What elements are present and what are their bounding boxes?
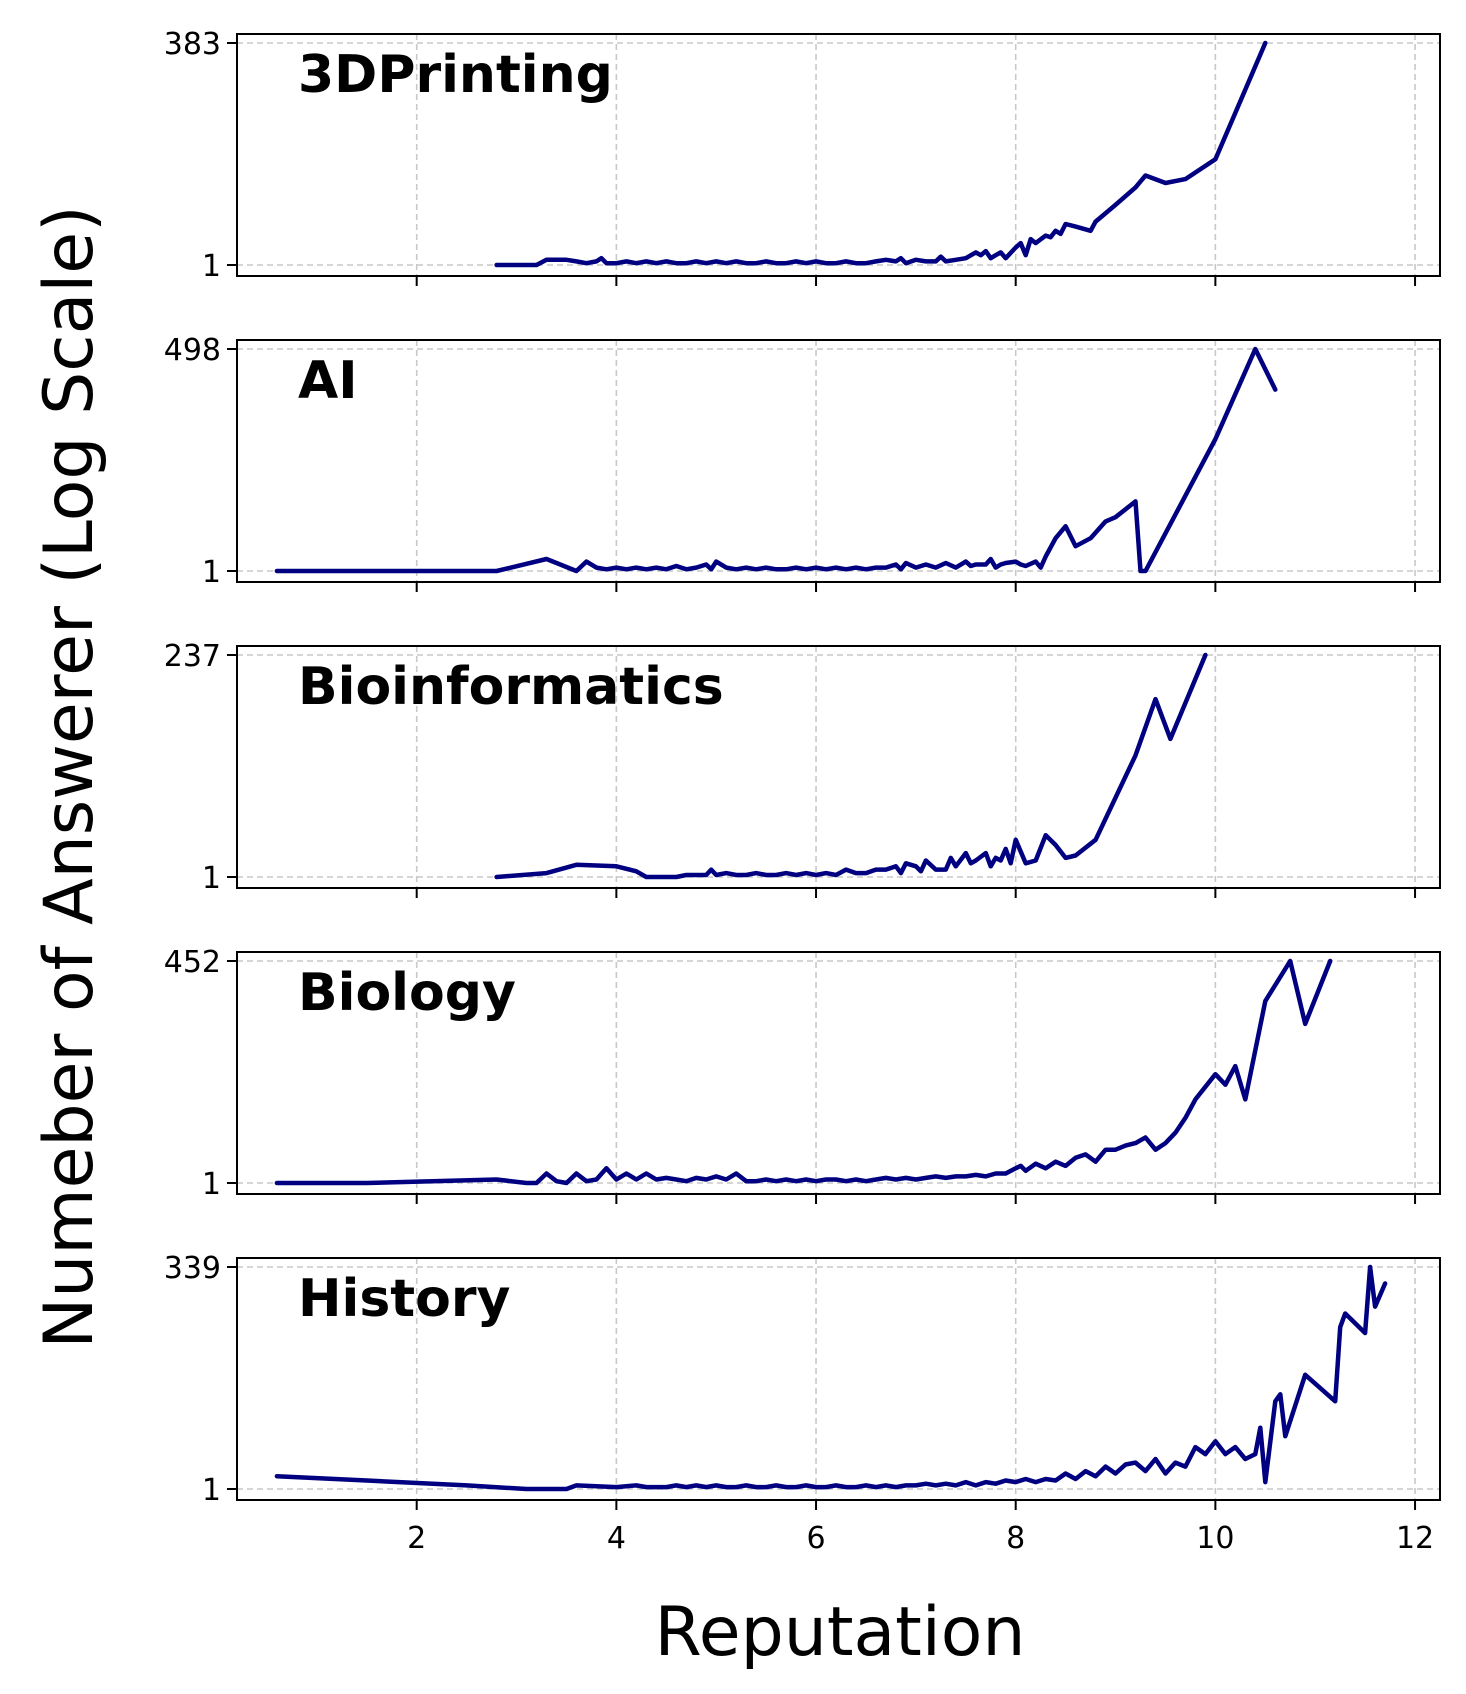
panel-title: Biology	[298, 963, 516, 1023]
y-axis-label: Numeber of Answerer (Log Scale)	[30, 205, 109, 1348]
y-tick-label: 1	[202, 861, 221, 896]
series-line	[494, 652, 1208, 880]
x-tick-label: 8	[1006, 1521, 1025, 1556]
plot-frame	[236, 339, 1441, 583]
x-tick-label: 4	[607, 1521, 626, 1556]
panel-3dprinting: 383 1 3DPrinting	[164, 27, 1441, 286]
y-tick-label: 383	[164, 27, 221, 62]
x-tick-label: 12	[1396, 1521, 1434, 1556]
panel-title: AI	[298, 351, 358, 411]
plot-frame	[236, 1257, 1441, 1501]
y-tick-label: 1	[202, 1473, 221, 1508]
panel-biology: 452 1 Biology	[164, 945, 1441, 1204]
x-axis-ticks: 2 4 6 8 10 12	[407, 1521, 1434, 1556]
plot-frame	[236, 645, 1441, 889]
y-tick-label: 1	[202, 249, 221, 284]
panel-title: 3DPrinting	[298, 45, 613, 105]
x-axis-label: Reputation	[655, 1593, 1026, 1672]
plot-area	[237, 646, 1440, 888]
y-tick-label: 339	[164, 1251, 221, 1286]
panel-history: 339 1 History	[164, 1251, 1441, 1510]
plot-area	[237, 1258, 1440, 1500]
plot-frame	[236, 33, 1441, 277]
panel-ai: 498 1 AI	[164, 333, 1441, 592]
panel-title: Bioinformatics	[298, 657, 724, 717]
series-line	[494, 40, 1268, 268]
series-line	[274, 1264, 1388, 1492]
series-line	[274, 958, 1333, 1186]
plot-area	[237, 34, 1440, 276]
series-line	[274, 346, 1278, 574]
panel-bioinformatics: 237 1 Bioinformatics	[164, 639, 1441, 898]
plot-frame	[236, 951, 1441, 1195]
x-tick-label: 6	[806, 1521, 825, 1556]
panels: 383 1 3DPrinting 498 1 AI 237 1 Bioinformatics 45…	[164, 27, 1441, 1510]
panel-title: History	[298, 1269, 510, 1329]
y-tick-label: 237	[164, 639, 221, 674]
y-tick-label: 452	[164, 945, 221, 980]
x-tick-label: 2	[407, 1521, 426, 1556]
x-tick-label: 10	[1196, 1521, 1234, 1556]
y-tick-label: 1	[202, 555, 221, 590]
y-tick-label: 1	[202, 1167, 221, 1202]
y-tick-label: 498	[164, 333, 221, 368]
